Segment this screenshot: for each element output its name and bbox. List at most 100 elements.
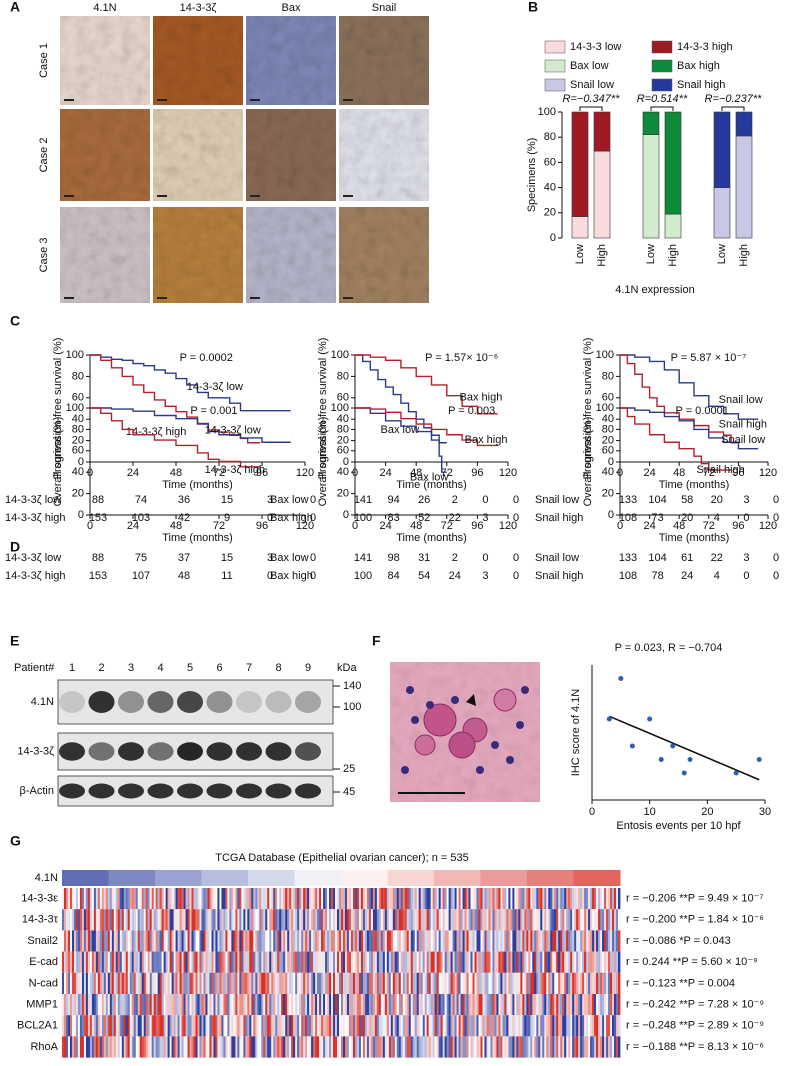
heatmap-cell bbox=[514, 1036, 517, 1058]
heatmap-cell bbox=[105, 951, 109, 973]
heatmap-cell bbox=[127, 972, 131, 994]
blot-band bbox=[236, 691, 262, 713]
heatmap-cell bbox=[462, 951, 465, 973]
heatmap-cell bbox=[109, 1015, 113, 1037]
heatmap-cell bbox=[484, 1015, 487, 1037]
lane-label: 4 bbox=[157, 662, 163, 674]
heatmap-cell bbox=[113, 951, 117, 973]
heatmap-cell bbox=[568, 930, 571, 952]
heatmap-cell bbox=[341, 1036, 344, 1058]
heatmap-cell bbox=[368, 972, 372, 994]
heatmap-cell bbox=[245, 1015, 248, 1037]
heatmap-cell bbox=[339, 1015, 342, 1037]
heatmap-cell bbox=[438, 1015, 442, 1037]
heatmap-cell bbox=[159, 994, 163, 1016]
heatmap-cell bbox=[257, 1036, 260, 1058]
heatmap-cell bbox=[448, 930, 452, 952]
heatmap-cell bbox=[95, 930, 99, 952]
survival-curve bbox=[620, 407, 731, 471]
heatmap-cell bbox=[564, 972, 567, 994]
heatmap-cell bbox=[444, 1015, 448, 1037]
heatmap-cell bbox=[408, 1015, 412, 1037]
heatmap-cell bbox=[269, 888, 272, 910]
heatmap-cell bbox=[109, 994, 113, 1016]
heatmap-cell bbox=[213, 930, 216, 952]
heatmap-cell bbox=[544, 1015, 547, 1037]
heatmap-cell bbox=[424, 994, 428, 1016]
heatmap-cell bbox=[219, 1036, 222, 1058]
heatmap-cell bbox=[444, 951, 448, 973]
heatmap-cell bbox=[456, 930, 459, 952]
heatmap-cell bbox=[251, 1036, 254, 1058]
heatmap-cell bbox=[193, 909, 196, 931]
heatmap-cell bbox=[470, 909, 473, 931]
heatmap-cell bbox=[498, 909, 501, 931]
heatmap-cell bbox=[311, 1036, 314, 1058]
blot-band bbox=[88, 742, 115, 761]
heatmap-cell bbox=[275, 909, 278, 931]
heatmap-cell bbox=[263, 909, 266, 931]
heatmap-cell bbox=[478, 1036, 481, 1058]
heatmap-cell bbox=[277, 951, 280, 973]
heatmap-cell bbox=[337, 972, 340, 994]
heatmap-cell bbox=[311, 1015, 314, 1037]
heatmap-cell bbox=[482, 951, 485, 973]
heatmap-cell bbox=[159, 930, 163, 952]
heatmap-cell bbox=[111, 909, 115, 931]
heatmap-cell bbox=[596, 888, 599, 910]
heatmap-cell bbox=[404, 951, 408, 973]
heatmap-cell bbox=[354, 972, 358, 994]
heatmap-cell bbox=[616, 972, 619, 994]
heatmap-cell bbox=[610, 972, 613, 994]
heatmap-cell bbox=[508, 930, 511, 952]
heatmap-cell bbox=[606, 1036, 609, 1058]
heatmap-cell bbox=[414, 909, 418, 931]
heatmap-cell bbox=[462, 1015, 465, 1037]
heatmap-cell bbox=[171, 994, 174, 1016]
heatmap-cell bbox=[225, 994, 228, 1016]
heatmap-cell bbox=[420, 930, 424, 952]
heatmap-cell bbox=[87, 1036, 91, 1058]
heatmap-cell bbox=[566, 909, 569, 931]
nucleus bbox=[521, 686, 529, 694]
curve-label: 14-3-3ζ low bbox=[187, 381, 243, 393]
heatmap-cell bbox=[225, 951, 228, 973]
heatmap-cell bbox=[155, 930, 159, 952]
heatmap-cell bbox=[472, 972, 475, 994]
heatmap-cell bbox=[97, 994, 101, 1016]
heatmap-cell bbox=[283, 951, 286, 973]
heatmap-cell bbox=[508, 888, 511, 910]
heatmap-cell bbox=[512, 994, 515, 1016]
heatmap-cell bbox=[91, 1036, 95, 1058]
heatmap-cell bbox=[610, 1015, 613, 1037]
heatmap-cell bbox=[578, 1036, 581, 1058]
heatmap-cell bbox=[313, 972, 316, 994]
heatmap-cell bbox=[344, 888, 348, 910]
heatmap-cell bbox=[125, 909, 129, 931]
heatmap-cell bbox=[83, 909, 87, 931]
heatmap-cell bbox=[392, 951, 396, 973]
heatmap-cell bbox=[552, 994, 555, 1016]
heatmap-cell bbox=[542, 1036, 545, 1058]
heatmap-cell bbox=[616, 909, 619, 931]
heatmap-cell bbox=[133, 994, 137, 1016]
heatmap-cell bbox=[550, 930, 553, 952]
heatmap-cell bbox=[492, 930, 495, 952]
heatmap-cell bbox=[241, 888, 244, 910]
heatmap-cell bbox=[317, 1036, 320, 1058]
heatmap-cell bbox=[454, 951, 457, 973]
heatmap-cell bbox=[488, 951, 491, 973]
heatmap-cell bbox=[315, 972, 318, 994]
heatmap-cell bbox=[554, 1036, 557, 1058]
heatmap-cell bbox=[480, 930, 483, 952]
heatmap-cell bbox=[400, 951, 404, 973]
heatmap-cell bbox=[458, 994, 461, 1016]
heatmap-cell bbox=[167, 1015, 171, 1037]
heatmap-cell bbox=[101, 909, 105, 931]
heatmap-cell bbox=[614, 972, 617, 994]
heatmap-cell bbox=[402, 930, 406, 952]
lane-label: 8 bbox=[275, 662, 281, 674]
heatmap-cell bbox=[580, 1036, 583, 1058]
heatmap-cell bbox=[145, 930, 149, 952]
heatmap-cell bbox=[550, 1036, 553, 1058]
